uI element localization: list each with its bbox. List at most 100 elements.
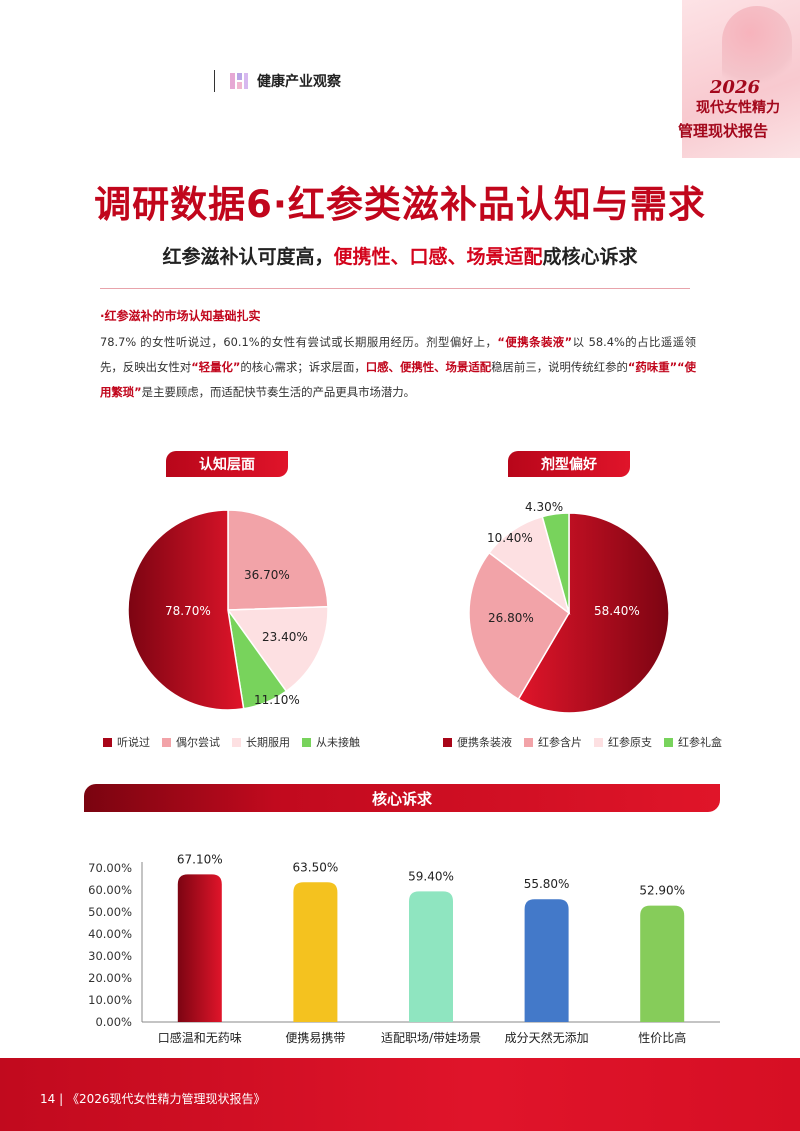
- legend-swatch: [524, 737, 533, 747]
- bar-value-label: 63.50%: [293, 860, 339, 874]
- legend-swatch: [302, 737, 311, 747]
- pie1-legend-item: 听说过: [103, 734, 150, 750]
- bar-0: [177, 874, 222, 1022]
- cover-corner-graphic: 2026 现代女性精力 管理现状报告: [678, 0, 800, 158]
- footer-report-title: 《2026现代女性精力管理现状报告》: [66, 1092, 266, 1106]
- legend-label: 红参含片: [538, 736, 582, 749]
- bar-3: [524, 899, 569, 1022]
- woman-silhouette-image: [722, 6, 792, 96]
- bar-2: [409, 891, 453, 1022]
- legend-swatch: [162, 737, 171, 747]
- para-text-4: 稳居前三，说明传统红参的: [491, 360, 628, 374]
- pie2-label-tablet: 26.80%: [488, 611, 534, 625]
- y-tick-label: 40.00%: [88, 927, 132, 941]
- y-tick-label: 20.00%: [88, 971, 132, 985]
- bar-value-label: 67.10%: [177, 852, 223, 866]
- legend-label: 从未接触: [316, 736, 360, 749]
- pie2-legend: 便携条装液 红参含片 红参原支 红参礼盒: [443, 734, 734, 750]
- legend-swatch: [664, 737, 673, 747]
- x-category-label: 口感温和无药味: [158, 1030, 242, 1045]
- para-highlight-4: “药味重”“使用繁琐”: [100, 360, 696, 399]
- para-text-5: 是主要顾虑，而适配快节奏生活的产品更具市场潜力。: [141, 385, 416, 399]
- pie2-legend-item: 红参原支: [594, 734, 652, 750]
- legend-swatch: [103, 737, 112, 747]
- subtitle-highlight: 便携性、口感、场景适配: [333, 246, 543, 268]
- subtitle-post: 成核心诉求: [542, 246, 638, 268]
- para-highlight-2: “轻量化”: [191, 360, 241, 374]
- brand-logo-icon: [230, 73, 248, 89]
- corner-year: 2026: [709, 77, 760, 98]
- bar-value-label: 55.80%: [524, 877, 570, 891]
- pie2-label-liquid: 58.40%: [594, 604, 640, 618]
- corner-title-line1: 现代女性精力: [696, 100, 780, 116]
- para-highlight-3: 口感、便携性、场景适配: [365, 360, 492, 374]
- pie2-label-giftbox: 4.30%: [525, 500, 564, 514]
- x-category-label: 成分天然无添加: [505, 1030, 589, 1045]
- pie1-label-occasional: 36.70%: [244, 568, 290, 582]
- legend-swatch: [594, 737, 603, 747]
- section-heading: ·红参滋补的市场认知基础扎实: [100, 309, 261, 323]
- legend-label: 偶尔尝试: [176, 736, 220, 749]
- para-text-2: 以 58.4%的占比遥遥领先，反映出女性对: [100, 335, 697, 374]
- page-title: 调研数据6·红参类滋补品认知与需求: [94, 183, 706, 226]
- legend-label: 长期服用: [246, 736, 290, 749]
- para-text-1: 78.7% 的女性听说过，60.1%的女性有尝试或长期服用经历。剂型偏好上，: [100, 335, 498, 349]
- y-tick-label: 0.00%: [95, 1015, 132, 1029]
- y-tick-label: 50.00%: [88, 905, 132, 919]
- chart3-title-banner: 核心诉求: [84, 784, 720, 812]
- pie1-legend: 听说过 偶尔尝试 长期服用 从未接触: [103, 734, 372, 750]
- page-number: 14: [40, 1092, 56, 1106]
- header-brand-name: 健康产业观察: [257, 74, 341, 90]
- legend-label: 听说过: [117, 736, 150, 749]
- y-tick-label: 10.00%: [88, 993, 132, 1007]
- legend-swatch: [443, 737, 452, 747]
- title-divider: [100, 288, 690, 289]
- chart1-title: 认知层面: [166, 451, 288, 477]
- pie1-label-longterm: 23.40%: [262, 630, 308, 644]
- para-text-3: 的核心需求；诉求层面，: [240, 360, 366, 374]
- pie-chart-awareness: [127, 509, 329, 711]
- pie1-slice-occasional: [227, 509, 329, 611]
- pie2-slice-tablet: [468, 551, 570, 701]
- bar-value-label: 52.90%: [639, 884, 685, 898]
- x-category-label: 适配职场/带娃场景: [381, 1031, 481, 1045]
- bar-1: [293, 882, 338, 1022]
- legend-label: 红参礼盒: [678, 736, 722, 749]
- pie2-legend-item: 红参含片: [524, 734, 582, 750]
- legend-swatch: [232, 737, 241, 747]
- pie1-slice-longterm: [226, 605, 329, 693]
- pie2-label-root: 10.40%: [487, 531, 533, 545]
- pie2-legend-item: 便携条装液: [443, 734, 512, 750]
- footer-background: [0, 1058, 800, 1131]
- legend-label: 红参原支: [608, 736, 652, 749]
- pie-chart-dosage-preference: [468, 512, 670, 714]
- header-divider: [214, 70, 215, 92]
- page-footer: 14 | 《2026现代女性精力管理现状报告》: [0, 1058, 800, 1131]
- pie1-label-heard: 78.70%: [165, 604, 211, 618]
- pie1-legend-item: 从未接触: [302, 734, 360, 750]
- x-category-label: 性价比高: [638, 1030, 686, 1045]
- pie1-legend-item: 长期服用: [232, 734, 290, 750]
- chart2-title: 剂型偏好: [508, 451, 630, 477]
- pie2-slice-liquid: [517, 512, 670, 714]
- y-tick-label: 70.00%: [88, 861, 132, 875]
- body-paragraph: 78.7% 的女性听说过，60.1%的女性有尝试或长期服用经历。剂型偏好上，“便…: [100, 330, 696, 405]
- legend-label: 便携条装液: [457, 736, 512, 749]
- y-tick-label: 30.00%: [88, 949, 132, 963]
- pie1-label-never: 11.10%: [254, 693, 300, 707]
- bar-value-label: 59.40%: [408, 869, 454, 883]
- header-brand: 健康产业观察: [214, 70, 341, 92]
- corner-title-line2: 管理现状报告: [677, 122, 768, 140]
- pie1-legend-item: 偶尔尝试: [162, 734, 220, 750]
- pie2-legend-item: 红参礼盒: [664, 734, 722, 750]
- pie2-slice-giftbox: [541, 512, 570, 614]
- x-category-label: 便携易携带: [285, 1030, 345, 1045]
- pie1-slice-heard: [127, 509, 245, 711]
- y-tick-label: 60.00%: [88, 883, 132, 897]
- para-highlight-1: “便携条装液”: [497, 335, 573, 349]
- footer-text: 14 | 《2026现代女性精力管理现状报告》: [40, 1092, 266, 1106]
- subtitle-pre: 红参滋补认可度高，: [162, 246, 334, 268]
- page-subtitle: 红参滋补认可度高，便携性、口感、场景适配成核心诉求: [0, 242, 800, 269]
- bar-chart-core-demands: 70.00% 60.00% 50.00% 40.00% 30.00% 20.00% 10.0…: [88, 852, 720, 1045]
- bar-4: [640, 905, 685, 1022]
